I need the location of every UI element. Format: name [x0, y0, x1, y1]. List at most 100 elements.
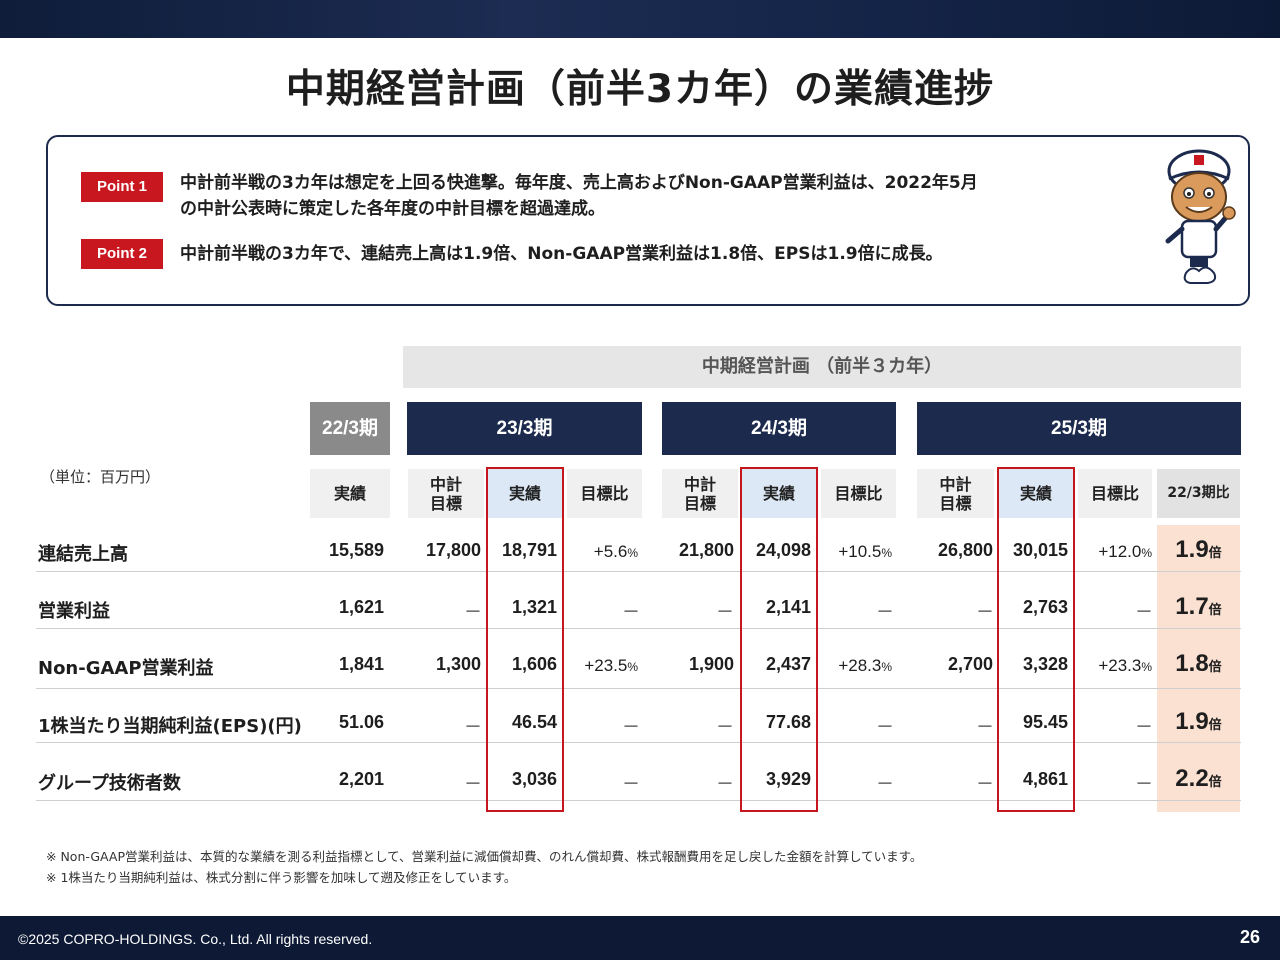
row-label: 営業利益 [38, 601, 110, 622]
table-cell: 1,606 [511, 654, 557, 674]
table-cell: 1,841 [338, 654, 384, 674]
actual-23-highlight-box [486, 467, 564, 812]
table-cell: +10.5% [838, 542, 892, 561]
subheader-25-ratio: 目標比 [1078, 469, 1152, 518]
table-cell: 2,700 [947, 654, 993, 674]
table-cell: 18,791 [501, 540, 557, 560]
row-label: Non-GAAP営業利益 [38, 658, 214, 679]
table-cell: － [716, 717, 734, 737]
table-cell: － [876, 717, 894, 737]
subheader-22-actual: 実績 [310, 469, 390, 518]
table-cell: 2,201 [338, 769, 384, 789]
subheader-23-target: 中計 目標 [408, 469, 484, 518]
table-cell: － [1135, 717, 1153, 737]
subheader-vs-22: 22/3期比 [1157, 469, 1240, 518]
row-divider [36, 688, 1241, 689]
actual-24-highlight-box [740, 467, 818, 812]
row-label: 1株当たり当期純利益(EPS)(円) [38, 716, 302, 737]
row-divider [36, 742, 1241, 743]
table-cell: 46.54 [511, 712, 557, 732]
table-cell: +23.3% [1098, 656, 1152, 675]
table-cell: － [464, 774, 482, 794]
growth-multiple: 1.7倍 [1175, 593, 1222, 620]
table-cell: － [716, 602, 734, 622]
copyright-text: ©2025 COPRO-HOLDINGS. Co., Ltd. All righ… [18, 931, 373, 947]
subheader-25-target: 中計 目標 [917, 469, 994, 518]
subheader-24-actual: 実績 [742, 469, 816, 518]
table-cell: 77.68 [765, 712, 811, 732]
point-1-text: 中計前半戦の3カ年は想定を上回る快進撃。毎年度、売上高およびNon-GAAP営業… [180, 170, 978, 222]
row-divider [36, 800, 1241, 801]
table-cell: － [464, 602, 482, 622]
table-cell: 95.45 [1022, 712, 1068, 732]
table-cell: 26,800 [937, 540, 993, 560]
subheader-23-ratio: 目標比 [567, 469, 642, 518]
table-cell: － [622, 717, 640, 737]
growth-multiple: 1.8倍 [1175, 650, 1222, 677]
table-cell: +23.5% [584, 656, 638, 675]
top-banner [0, 0, 1280, 38]
year-header-22: 22/3期 [310, 402, 390, 455]
table-cell: － [976, 774, 994, 794]
table-cell: 2,437 [765, 654, 811, 674]
table-cell: 1,621 [338, 597, 384, 617]
points-box: Point 1 中計前半戦の3カ年は想定を上回る快進撃。毎年度、売上高およびNo… [46, 135, 1250, 306]
table-cell: 2,763 [1022, 597, 1068, 617]
point-2-badge: Point 2 [81, 239, 163, 269]
table-cell: +12.0% [1098, 542, 1152, 561]
table-cell: 4,861 [1022, 769, 1068, 789]
mascot-illustration [1165, 149, 1236, 284]
subheader-23-actual: 実績 [488, 469, 562, 518]
growth-multiple: 1.9倍 [1175, 536, 1222, 563]
table-cell: 1,900 [688, 654, 734, 674]
table-cell: － [622, 602, 640, 622]
table-cell: － [1135, 774, 1153, 794]
growth-multiple: 2.2倍 [1175, 765, 1222, 792]
table-cell: － [876, 602, 894, 622]
table-cell: 51.06 [338, 712, 384, 732]
footer-bar: ©2025 COPRO-HOLDINGS. Co., Ltd. All righ… [0, 916, 1280, 960]
year-header-23: 23/3期 [407, 402, 642, 455]
actual-25-highlight-box [997, 467, 1075, 812]
mid-term-plan-header: 中期経営計画 （前半３カ年） [403, 346, 1241, 388]
table-cell: － [876, 774, 894, 794]
point-2-text: 中計前半戦の3カ年で、連結売上高は1.9倍、Non-GAAP営業利益は1.8倍、… [180, 244, 943, 264]
table-cell: 15,589 [328, 540, 384, 560]
table-cell: 3,036 [511, 769, 557, 789]
growth-multiple-highlight [1157, 525, 1240, 812]
table-cell: +5.6% [593, 542, 638, 561]
footnote-1: ※ Non-GAAP営業利益は、本質的な業績を測る利益指標として、営業利益に減価… [46, 849, 923, 864]
page-title: 中期経営計画（前半3カ年）の業績進捗 [285, 67, 995, 112]
table-cell: 1,321 [511, 597, 557, 617]
row-divider [36, 628, 1241, 629]
table-cell: 3,929 [765, 769, 811, 789]
table-cell: 1,300 [435, 654, 481, 674]
table-cell: 2,141 [765, 597, 811, 617]
year-header-25: 25/3期 [917, 402, 1241, 455]
table-cell: 21,800 [678, 540, 734, 560]
table-cell: － [976, 602, 994, 622]
subheader-25-actual: 実績 [999, 469, 1073, 518]
row-divider [36, 571, 1241, 572]
table-cell: 30,015 [1012, 540, 1068, 560]
point-1-text-content: 中計前半戦の3カ年は想定を上回る快進撃。毎年度、売上高およびNon-GAAP営業… [180, 173, 978, 219]
subheader-24-ratio: 目標比 [821, 469, 896, 518]
row-label: 連結売上高 [38, 544, 128, 565]
table-cell: － [464, 717, 482, 737]
table-cell: － [976, 717, 994, 737]
unit-label: （単位：百万円） [40, 468, 161, 486]
growth-multiple: 1.9倍 [1175, 708, 1222, 735]
table-cell: 24,098 [755, 540, 811, 560]
table-cell: 17,800 [425, 540, 481, 560]
row-label: グループ技術者数 [38, 773, 181, 794]
table-cell: 3,328 [1022, 654, 1068, 674]
table-cell: +28.3% [838, 656, 892, 675]
point-1-badge: Point 1 [81, 172, 163, 202]
page-number: 26 [1239, 927, 1260, 947]
footnote-2: ※ 1株当たり当期純利益は、株式分割に伴う影響を加味して遡及修正をしています。 [46, 870, 517, 885]
table-cell: － [716, 774, 734, 794]
subheader-24-target: 中計 目標 [662, 469, 738, 518]
table-cell: － [622, 774, 640, 794]
year-header-24: 24/3期 [662, 402, 896, 455]
table-cell: － [1135, 602, 1153, 622]
